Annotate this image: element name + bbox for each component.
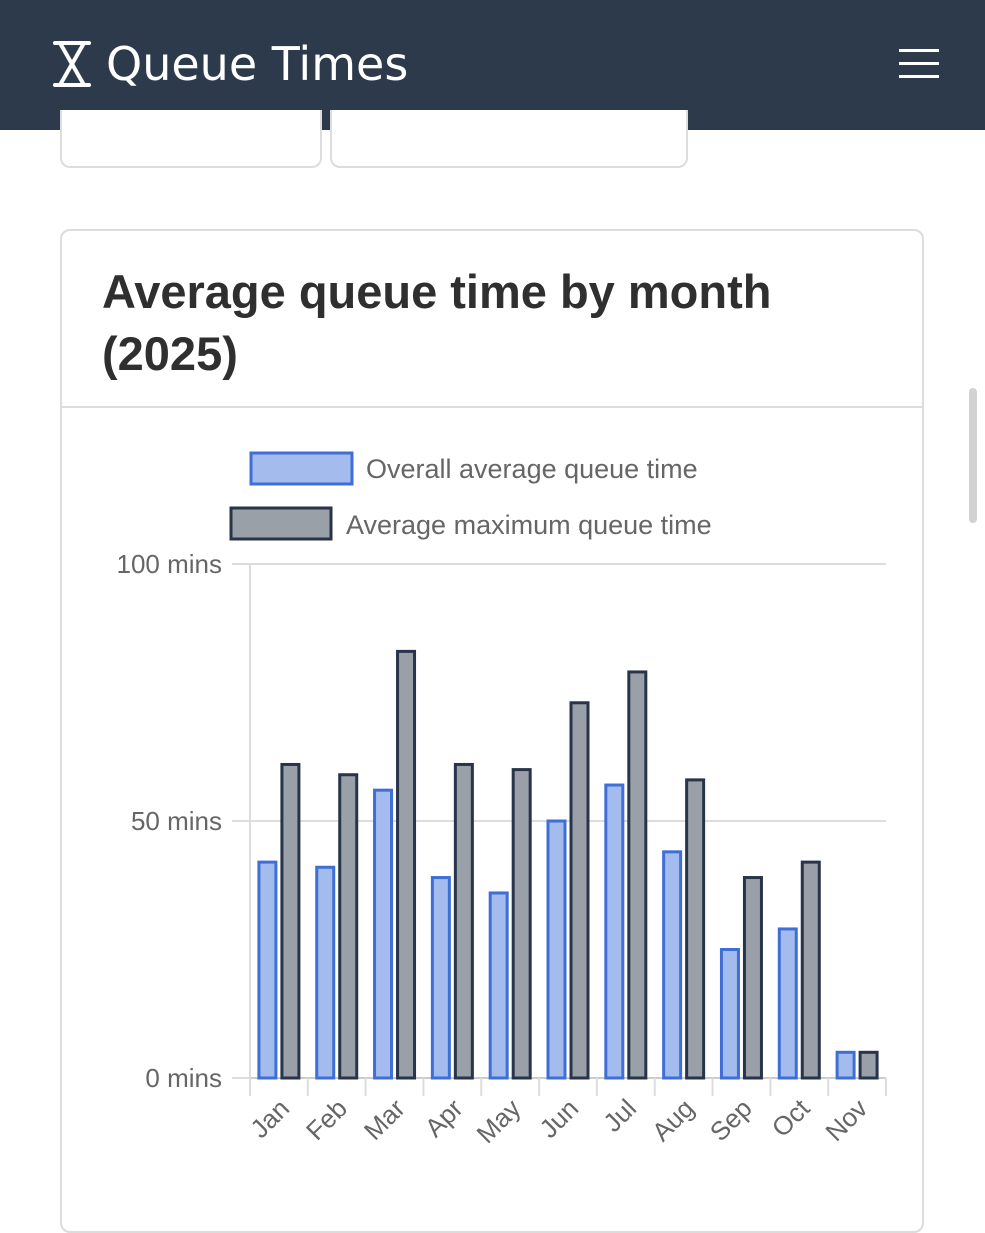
bar-maximum-may (511, 768, 532, 1080)
chart-card-header: Average queue time by month (2025) (62, 231, 922, 408)
bar-overall-may (488, 891, 509, 1080)
bar-maximum-oct (800, 860, 821, 1080)
x-tick-label: Aug (646, 1093, 700, 1147)
y-tick-label: 100 mins (117, 549, 223, 579)
bar-maximum-jan (280, 762, 301, 1080)
bar-maximum-jul (627, 670, 648, 1080)
brand[interactable]: Queue Times (52, 36, 408, 92)
legend-label: Overall average queue time (366, 454, 698, 484)
hamburger-menu-icon (899, 49, 939, 78)
y-tick-label: 0 mins (145, 1063, 222, 1093)
x-tick-label: Nov (819, 1093, 873, 1147)
hourglass-icon (53, 41, 91, 87)
bar-overall-jun (546, 819, 567, 1080)
summary-card-partial (60, 110, 322, 168)
x-tick-label: Sep (704, 1093, 758, 1147)
bar-maximum-sep (742, 876, 763, 1080)
bar-overall-oct (777, 927, 798, 1080)
x-tick-label: Feb (300, 1093, 353, 1146)
bar-overall-mar (373, 788, 394, 1080)
bar-maximum-aug (685, 778, 706, 1080)
bar-overall-jan (257, 860, 278, 1080)
bar-overall-feb (315, 865, 336, 1080)
bar-overall-apr (430, 876, 451, 1080)
y-tick-label: 50 mins (131, 806, 222, 836)
x-tick-label: Jun (533, 1093, 584, 1144)
legend-swatch-overall (249, 451, 354, 486)
x-tick-label: Jul (597, 1093, 642, 1138)
bar-chart: 0 mins 50 mins 100 mins Jan Feb Mar Apr May Jun J… (117, 451, 887, 1149)
x-tick-label: Jan (244, 1093, 295, 1144)
brand-title: Queue Times (106, 37, 409, 91)
bar-maximum-jun (569, 701, 590, 1080)
x-tick-label: Apr (419, 1093, 469, 1143)
summary-card-partial (330, 110, 688, 168)
bar-maximum-nov (858, 1050, 879, 1080)
x-tick-label: Oct (766, 1092, 816, 1142)
x-tick-label: May (470, 1093, 526, 1149)
bar-overall-nov (835, 1050, 856, 1080)
bar-maximum-feb (338, 773, 359, 1080)
bar-overall-sep (719, 948, 740, 1080)
bar-overall-aug (662, 850, 683, 1080)
top-navigation-bar: Queue Times (0, 0, 985, 130)
legend-swatch-maximum (229, 506, 333, 541)
legend-label: Average maximum queue time (346, 510, 712, 540)
bar-overall-jul (604, 783, 625, 1080)
bar-maximum-apr (453, 762, 474, 1080)
x-tick-label: Mar (358, 1093, 411, 1146)
bar-maximum-mar (396, 649, 417, 1080)
chart-title: Average queue time by month (2025) (102, 265, 772, 380)
scrollbar-thumb[interactable] (969, 388, 977, 523)
hamburger-menu-button[interactable] (895, 44, 945, 84)
